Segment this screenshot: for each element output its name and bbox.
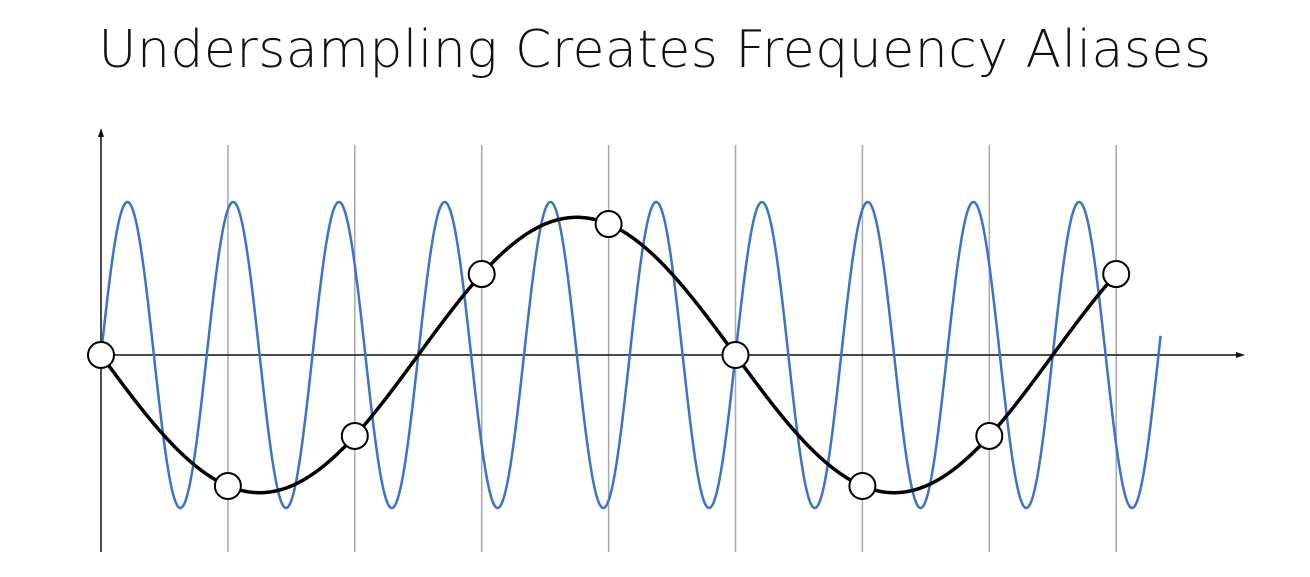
sample-lines [228,145,1116,552]
sample-point [469,261,495,287]
axes [98,128,1245,552]
sample-point [215,473,241,499]
sample-point [1103,261,1129,287]
sample-point [976,423,1002,449]
y-axis-arrow [98,128,104,137]
sample-point [596,211,622,237]
sample-point [342,423,368,449]
sample-point [88,342,114,368]
sample-point [849,473,875,499]
x-axis-arrow [1236,352,1245,358]
sample-point [723,342,749,368]
